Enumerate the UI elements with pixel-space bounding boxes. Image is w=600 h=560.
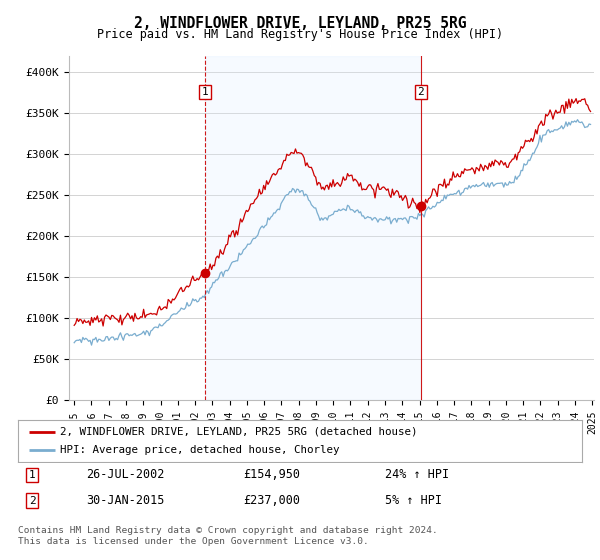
Text: 1: 1 [202, 87, 208, 97]
Text: £237,000: £237,000 [244, 494, 301, 507]
Text: 2, WINDFLOWER DRIVE, LEYLAND, PR25 5RG: 2, WINDFLOWER DRIVE, LEYLAND, PR25 5RG [134, 16, 466, 31]
Text: Price paid vs. HM Land Registry's House Price Index (HPI): Price paid vs. HM Land Registry's House … [97, 28, 503, 41]
Text: 30-JAN-2015: 30-JAN-2015 [86, 494, 164, 507]
Text: 2: 2 [418, 87, 424, 97]
Text: 5% ↑ HPI: 5% ↑ HPI [385, 494, 442, 507]
Text: 2: 2 [29, 496, 35, 506]
Text: HPI: Average price, detached house, Chorley: HPI: Average price, detached house, Chor… [60, 445, 340, 455]
Text: 2, WINDFLOWER DRIVE, LEYLAND, PR25 5RG (detached house): 2, WINDFLOWER DRIVE, LEYLAND, PR25 5RG (… [60, 427, 418, 437]
Bar [205, 56, 421, 400]
Text: £154,950: £154,950 [244, 469, 301, 482]
Text: Contains HM Land Registry data © Crown copyright and database right 2024.
This d: Contains HM Land Registry data © Crown c… [18, 526, 438, 546]
Text: 26-JUL-2002: 26-JUL-2002 [86, 469, 164, 482]
Text: 24% ↑ HPI: 24% ↑ HPI [385, 469, 449, 482]
Text: 1: 1 [29, 470, 35, 480]
